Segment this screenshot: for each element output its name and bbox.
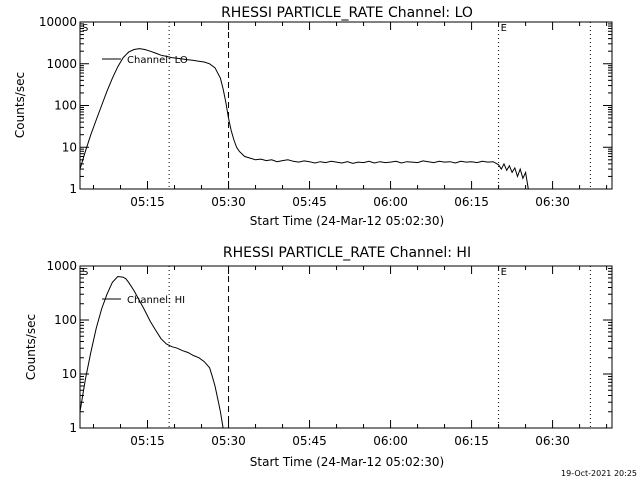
marker-label: E xyxy=(501,23,507,34)
x-axis-label: Start Time (24-Mar-12 05:02:30) xyxy=(250,455,444,469)
legend: Channel: LO xyxy=(102,55,188,66)
y-tick-label: 100 xyxy=(54,313,77,327)
legend-label: Channel: LO xyxy=(127,55,188,66)
y-tick-label: 100 xyxy=(54,99,77,113)
chart-title: RHESSI PARTICLE_RATE Channel: LO xyxy=(221,5,473,21)
x-tick-label: 06:30 xyxy=(535,434,570,448)
y-axis-ticks: 1 10 100 1000 10000 xyxy=(39,15,612,196)
series-line xyxy=(79,48,529,190)
x-axis-ticks: 05:15 05:30 05:45 06:00 06:15 06:30 xyxy=(93,266,608,448)
x-tick-label: 05:30 xyxy=(211,434,246,448)
x-tick-label: 06:00 xyxy=(373,434,408,448)
y-axis-ticks: 1 10 100 1000 xyxy=(46,259,612,435)
marker-label: S xyxy=(82,23,88,34)
x-tick-label: 06:30 xyxy=(535,195,570,209)
series-line xyxy=(79,275,224,429)
y-tick-label: 10 xyxy=(62,140,77,154)
y-axis-label: Counts/sec xyxy=(13,72,27,138)
x-tick-label: 06:15 xyxy=(454,434,489,448)
y-tick-label: 10000 xyxy=(39,15,77,29)
footer-timestamp: 19-Oct-2021 20:25 xyxy=(561,469,637,478)
x-tick-label: 05:45 xyxy=(292,195,327,209)
y-tick-label: 1 xyxy=(69,182,77,196)
plot-frame xyxy=(79,21,613,190)
marker-label: E xyxy=(501,267,507,278)
x-tick-label: 05:15 xyxy=(130,195,165,209)
legend-label: Channel: HI xyxy=(127,295,185,306)
series-layer xyxy=(79,275,224,429)
chart-title: RHESSI PARTICLE_RATE Channel: HI xyxy=(223,245,471,261)
series-layer xyxy=(79,48,529,190)
x-axis-label: Start Time (24-Mar-12 05:02:30) xyxy=(250,214,444,228)
legend: Channel: HI xyxy=(102,295,185,306)
plot-frame xyxy=(79,265,613,429)
y-tick-label: 10 xyxy=(62,367,77,381)
y-axis-label: Counts/sec xyxy=(24,314,38,380)
x-axis-ticks: 05:15 05:30 05:45 06:00 06:15 06:30 xyxy=(93,22,608,209)
x-tick-label: 05:30 xyxy=(211,195,246,209)
x-tick-label: 06:15 xyxy=(454,195,489,209)
x-tick-label: 06:00 xyxy=(373,195,408,209)
x-tick-label: 05:45 xyxy=(292,434,327,448)
marker-label: S xyxy=(82,267,88,278)
y-tick-label: 1 xyxy=(69,421,77,435)
x-tick-label: 05:15 xyxy=(130,434,165,448)
y-tick-label: 1000 xyxy=(46,57,77,71)
y-tick-label: 1000 xyxy=(46,259,77,273)
